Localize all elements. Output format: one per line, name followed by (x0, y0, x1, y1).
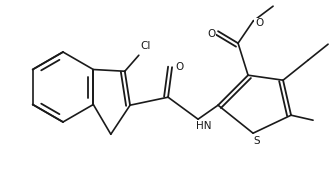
Text: Cl: Cl (141, 41, 151, 51)
Text: HN: HN (196, 121, 212, 131)
Text: O: O (207, 29, 215, 39)
Text: O: O (175, 62, 183, 72)
Text: O: O (255, 18, 263, 28)
Text: S: S (254, 136, 261, 146)
